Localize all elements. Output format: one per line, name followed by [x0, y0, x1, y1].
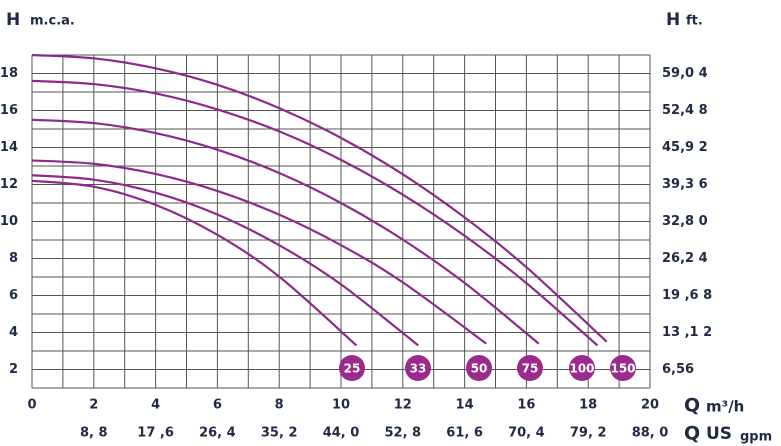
y2-axis-symbol: H [666, 10, 680, 30]
x-tick-label: 6 [213, 398, 222, 413]
x-tick-label: 20 [641, 398, 659, 413]
y2-tick-label: 26,2 4 [662, 251, 708, 266]
x-axis-symbol: Q [684, 395, 700, 417]
x2-axis-symbol: Q [684, 423, 700, 445]
y-tick-label: 2 [9, 362, 18, 377]
x-tick-label: 10 [332, 398, 350, 413]
x-tick-label: 14 [456, 398, 474, 413]
y-tick-label: 14 [0, 140, 18, 155]
x2-axis-subunit: gpm [740, 430, 772, 445]
y-tick-label: 6 [9, 288, 18, 303]
legend-marker [569, 355, 595, 381]
y2-tick-label: 19 ,6 8 [662, 288, 712, 303]
legend-badge: 150 [610, 355, 636, 381]
y-axis-unit: m.c.a. [30, 14, 75, 29]
legend-badge: 75 [517, 355, 543, 381]
y2-tick-label: 45,9 2 [662, 140, 708, 155]
y-tick-label: 18 [0, 66, 18, 81]
y2-tick-label: 52,4 8 [662, 103, 708, 118]
curve [31, 53, 608, 343]
y2-axis-unit: ft. [686, 14, 703, 29]
legend-label: 150 [610, 362, 635, 376]
legend-badge: 50 [466, 355, 492, 381]
y-tick-label: 12 [0, 177, 18, 192]
x2-tick-label: 17 ,6 [137, 426, 174, 441]
x2-tick-label: 79, 2 [570, 426, 607, 441]
legend-marker [466, 355, 492, 381]
x2-tick-label: 52, 8 [384, 426, 421, 441]
x-tick-label: 0 [27, 398, 36, 413]
legend-badge: 33 [405, 355, 431, 381]
legend-marker [517, 355, 543, 381]
x2-tick-label: 88, 0 [632, 426, 669, 441]
curve [31, 118, 540, 345]
y-tick-label: 4 [9, 325, 18, 340]
y-axis-symbol: H [6, 10, 20, 30]
x2-tick-label: 61, 6 [446, 426, 483, 441]
legend-marker [405, 355, 431, 381]
x2-tick-label: 44, 0 [323, 426, 360, 441]
x-axis-unit: m³/h [706, 398, 744, 416]
y2-tick-label: 32,8 0 [662, 214, 708, 229]
x2-tick-label: 35, 2 [261, 426, 298, 441]
x2-tick-label: 8, 8 [80, 426, 108, 441]
legend-label: 50 [471, 362, 488, 376]
legend-badge: 25 [339, 355, 365, 381]
x-tick-label: 18 [579, 398, 597, 413]
curve [31, 174, 419, 347]
y2-tick-label: 59,0 4 [662, 66, 708, 81]
curve [31, 179, 358, 347]
x-tick-label: 8 [275, 398, 284, 413]
legend-label: 33 [410, 362, 427, 376]
legend-marker [610, 355, 636, 381]
y-tick-label: 8 [9, 251, 18, 266]
y2-tick-label: 13 ,1 2 [662, 325, 712, 340]
legend-label: 25 [344, 362, 361, 376]
legend-label: 75 [522, 362, 539, 376]
y-tick-label: 10 [0, 214, 18, 229]
y2-tick-label: 39,3 6 [662, 177, 708, 192]
x-tick-label: 12 [394, 398, 412, 413]
legend-label: 100 [569, 362, 594, 376]
legend-badge: 100 [569, 355, 595, 381]
curve [31, 79, 599, 347]
legend-marker [339, 355, 365, 381]
x2-axis-unit: US [706, 424, 732, 444]
x-tick-label: 16 [517, 398, 535, 413]
y-tick-label: 16 [0, 103, 18, 118]
curve [31, 159, 487, 345]
x-tick-label: 2 [89, 398, 98, 413]
x-tick-label: 4 [151, 398, 160, 413]
x2-tick-label: 26, 4 [199, 426, 236, 441]
x2-tick-label: 70, 4 [508, 426, 545, 441]
y2-tick-label: 6,56 [662, 362, 694, 377]
